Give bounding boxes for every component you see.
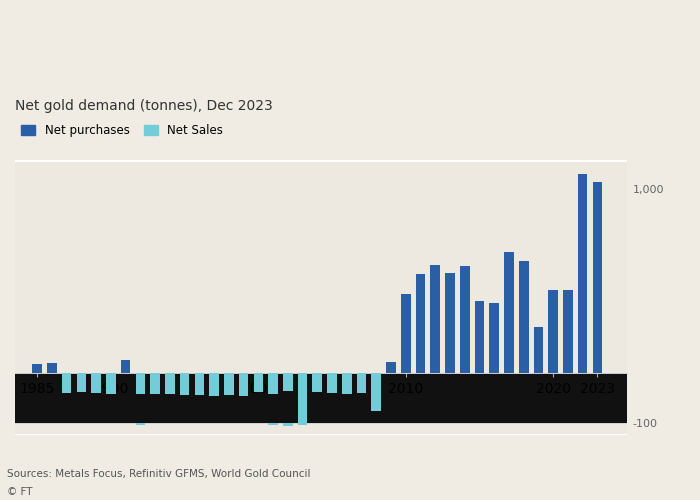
Bar (401, 294, 411, 374)
Bar (195, 374, 204, 396)
Bar (593, 182, 602, 374)
Text: © FT: © FT (7, 487, 32, 497)
Bar (342, 374, 351, 394)
Bar (62, 374, 71, 393)
Bar (519, 261, 528, 374)
Bar (136, 374, 145, 394)
Bar (504, 252, 514, 374)
Bar (121, 360, 130, 374)
Legend: Net purchases, Net Sales: Net purchases, Net Sales (21, 124, 223, 138)
Bar (312, 374, 322, 392)
Bar (327, 374, 337, 393)
Text: Net gold demand (tonnes), Dec 2023: Net gold demand (tonnes), Dec 2023 (15, 99, 273, 113)
Bar (209, 374, 219, 396)
Bar (76, 374, 86, 392)
Bar (224, 374, 234, 395)
Bar (165, 374, 174, 394)
Bar (253, 374, 263, 392)
Bar (268, 423, 278, 425)
Bar (357, 374, 366, 393)
Bar (180, 374, 190, 395)
Bar (91, 374, 101, 393)
Bar (32, 364, 42, 374)
Bar (386, 362, 395, 374)
Bar (489, 304, 499, 374)
Bar (106, 374, 116, 394)
Bar (15, 162, 627, 374)
Bar (283, 374, 293, 390)
Bar (150, 374, 160, 394)
Bar (460, 266, 470, 374)
Bar (475, 300, 484, 374)
Bar (298, 423, 307, 424)
Bar (136, 423, 145, 424)
Bar (298, 374, 307, 423)
Bar (533, 328, 543, 374)
Bar (47, 363, 57, 374)
Bar (15, 374, 627, 423)
Bar (430, 264, 440, 374)
Bar (15, 423, 627, 434)
Bar (239, 374, 248, 396)
Bar (564, 290, 573, 374)
Bar (445, 273, 455, 374)
Bar (268, 374, 278, 394)
Bar (416, 274, 426, 374)
Bar (283, 423, 293, 426)
Bar (578, 174, 587, 374)
Bar (548, 290, 558, 374)
Bar (372, 374, 381, 410)
Text: Sources: Metals Focus, Refinitiv GFMS, World Gold Council: Sources: Metals Focus, Refinitiv GFMS, W… (7, 470, 311, 480)
